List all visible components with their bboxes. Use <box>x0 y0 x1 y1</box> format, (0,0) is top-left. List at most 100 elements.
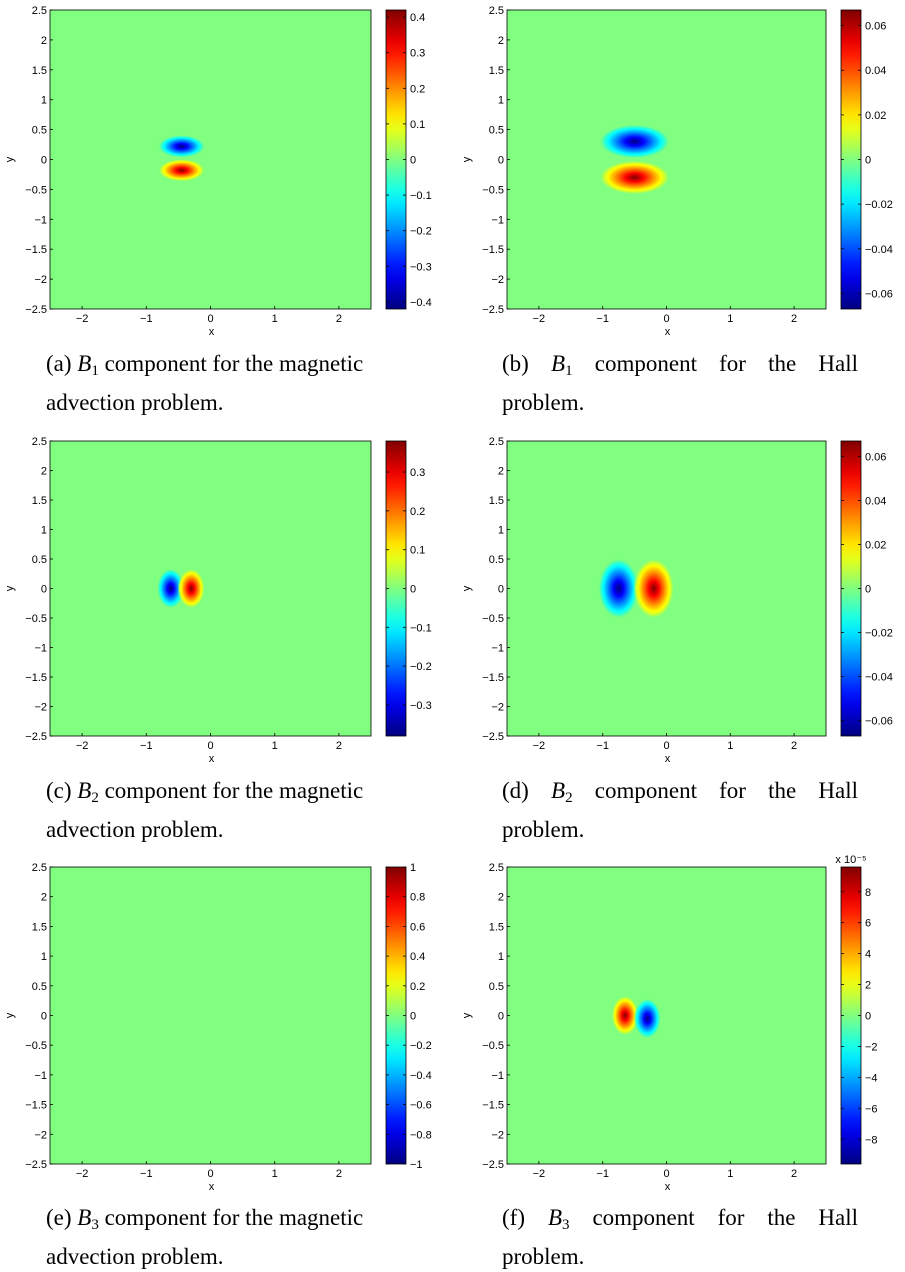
caption-label: (e) <box>46 1205 72 1230</box>
y-tick-label: −0.5 <box>482 1040 504 1052</box>
panel-d: −2 −1 0 1 2 −2.5 −2 −1.5 −1 −0.5 0 0.5 1 1.5 2 2.5 x y −0.… <box>461 436 893 765</box>
colorbar-tick-label: 0 <box>865 155 871 167</box>
y-tick-label: 2.5 <box>489 862 504 874</box>
x-axis-label: x <box>209 326 215 338</box>
caption-text: component for the Hall problem. <box>502 351 859 415</box>
heatmap-features <box>598 558 675 619</box>
colorbar-tick-label: −2 <box>865 1041 878 1053</box>
y-tick-label: −2 <box>491 274 504 286</box>
x-tick-label: 2 <box>336 313 342 325</box>
colorbar-tick-label: 0.2 <box>410 506 425 518</box>
y-tick-label: −2.5 <box>482 731 504 743</box>
caption-subscript: 1 <box>565 363 573 379</box>
heatmap-background <box>507 867 826 1164</box>
colorbar-tick-label: 0.3 <box>410 48 425 60</box>
y-tick-label: −1.5 <box>482 672 504 684</box>
colorbar-tick-label: 0.02 <box>865 110 886 122</box>
y-tick-label: −2 <box>34 1129 47 1141</box>
caption-text: component for the magnetic advection pro… <box>46 1205 364 1269</box>
colorbar-tick-label: 0.3 <box>410 467 425 479</box>
y-tick-label: 0 <box>41 584 47 596</box>
y-tick-label: −1 <box>491 214 504 226</box>
caption-text: component for the Hall problem. <box>502 778 859 842</box>
x-tick-label: −2 <box>533 1168 546 1180</box>
colorbar-tick-label: 0.1 <box>410 119 425 131</box>
y-tick-label: −2.5 <box>482 1159 504 1171</box>
y-axis-label: y <box>461 156 473 162</box>
colorbar: −8 −6 −4 −2 0 2 4 6 8 x 10⁻⁵ <box>835 854 878 1165</box>
y-tick-label: −1 <box>34 643 47 655</box>
heatmap-background <box>50 867 371 1164</box>
x-tick-label: −2 <box>76 313 89 325</box>
panel-f: −2 −1 0 1 2−2.5−2−1.5−1−0.500.511.522.5xy−8−… <box>461 854 878 1193</box>
y-tick-label: 2.5 <box>489 5 504 17</box>
x-tick-label: 2 <box>336 1168 342 1180</box>
y-tick-label: 0.5 <box>32 125 47 137</box>
y-tick-label: 0.5 <box>489 981 504 993</box>
y-tick-label: −1.5 <box>25 1100 47 1112</box>
caption-subscript: 3 <box>91 1217 99 1233</box>
heatmap-extremum <box>598 558 640 619</box>
y-tick-label: −2 <box>491 702 504 714</box>
x-tick-label: −2 <box>76 740 89 752</box>
colorbar: −0.06 −0.04 −0.02 0 0.02 0.04 0.06 <box>840 440 893 737</box>
caption-variable: B <box>77 351 92 376</box>
caption-label: (c) <box>46 778 72 803</box>
colorbar-tick-label: −0.02 <box>865 199 893 211</box>
caption-variable: B <box>77 1205 92 1230</box>
caption-d: (d) B2 component for the Hall problem. <box>502 775 858 845</box>
heatmap-extremum <box>158 135 206 158</box>
y-tick-label: 2.5 <box>32 5 47 17</box>
y-tick-label: −1 <box>491 1070 504 1082</box>
colorbar-tick-label: 0 <box>410 1011 416 1023</box>
y-tick-label: 1 <box>498 95 504 107</box>
colorbar-tick-label: 1 <box>410 862 416 874</box>
x-tick-label: 0 <box>207 1168 213 1180</box>
y-tick-label: 1.5 <box>489 495 504 507</box>
y-tick-label: −1.5 <box>482 244 504 256</box>
colorbar-tick-label: 0 <box>865 584 871 596</box>
y-tick-label: 0 <box>498 1011 504 1023</box>
x-tick-label: −1 <box>596 313 609 325</box>
colorbar: −0.3 −0.2 −0.1 0 0.1 0.2 0.3 <box>385 440 432 737</box>
heatmap-background <box>507 10 826 309</box>
x-tick-label: 2 <box>791 313 797 325</box>
heatmap-extremum <box>599 124 671 159</box>
x-axis-label: x <box>209 1181 215 1193</box>
caption-c: (c) B2 component for the magnetic advect… <box>46 775 406 845</box>
colorbar-tick-label: 0.02 <box>865 539 886 551</box>
x-tick-label: −1 <box>140 1168 153 1180</box>
colorbar-tick-label: −4 <box>865 1072 878 1084</box>
colorbar-tick-label: 0.04 <box>865 65 886 77</box>
colorbar-tick-label: −0.3 <box>410 700 432 712</box>
panel-a: −2 −1 0 1 2 −2.5 −2 −1.5 −1 −0.5 0 0.5 1 1.5 2 2.5 x y −0.… <box>4 5 432 338</box>
caption-subscript: 1 <box>91 363 99 379</box>
y-axis-label: y <box>461 585 473 591</box>
colorbar-tick-label: −6 <box>865 1103 878 1115</box>
y-tick-label: −1 <box>34 214 47 226</box>
y-tick-label: −0.5 <box>482 613 504 625</box>
y-tick-label: −2 <box>491 1129 504 1141</box>
x-tick-label: −2 <box>533 313 546 325</box>
y-tick-label: 0.5 <box>32 981 47 993</box>
y-tick-label: −0.5 <box>482 184 504 196</box>
caption-label: (d) <box>502 778 529 803</box>
y-axis-label: y <box>4 156 16 162</box>
caption-subscript: 3 <box>562 1217 570 1233</box>
y-tick-label: 1.5 <box>489 921 504 933</box>
y-tick-label: 2 <box>498 466 504 478</box>
colorbar-tick-label: −0.4 <box>410 1070 432 1082</box>
y-tick-label: 1 <box>498 525 504 537</box>
colorbar-tick-label: −0.1 <box>410 190 432 202</box>
x-axis-label: x <box>665 326 671 338</box>
colorbar-exponent: x 10⁻⁵ <box>835 854 866 866</box>
y-axis-label: y <box>4 1012 16 1018</box>
y-tick-label: 1.5 <box>489 65 504 77</box>
y-axis-label: y <box>4 585 16 591</box>
colorbar: −1 −0.8 −0.6 −0.4 −0.2 0 0.2 0.4 0.6 0.8 1 <box>385 862 432 1171</box>
y-tick-label: 2 <box>498 35 504 47</box>
colorbar-tick-label: 2 <box>865 980 871 992</box>
x-tick-label: 0 <box>663 740 669 752</box>
y-tick-label: 1.5 <box>32 495 47 507</box>
